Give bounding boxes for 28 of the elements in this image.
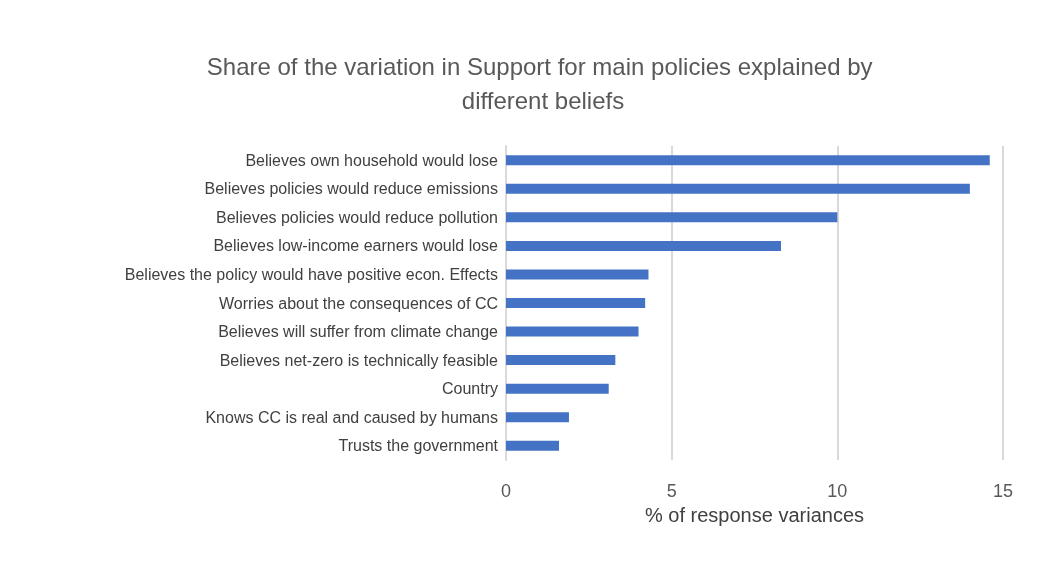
- bar: [506, 440, 560, 451]
- y-tick-label: Believes policies would reduce emissions: [204, 180, 498, 198]
- y-tick-label: Trusts the government: [338, 437, 499, 455]
- y-tick-label: Believes policies would reduce pollution: [216, 208, 498, 226]
- bar: [506, 383, 609, 394]
- x-tick-label: 5: [666, 481, 677, 501]
- bar: [506, 326, 639, 337]
- y-tick-label: Worries about the consequences of CC: [219, 294, 498, 312]
- bar: [506, 240, 782, 251]
- bar: [506, 298, 646, 308]
- bar: [506, 155, 990, 166]
- y-tick-label: Believes will suffer from climate change: [218, 323, 499, 341]
- bar: [506, 412, 569, 423]
- x-axis-title: % of response variances: [644, 503, 865, 526]
- y-tick-label: Country: [441, 380, 498, 398]
- x-tick-label: 15: [992, 481, 1014, 501]
- y-tick-label: Believes the policy would have positive econ. Effects: [124, 265, 498, 283]
- y-tick-label: Knows CC is real and caused by humans: [205, 408, 498, 426]
- chart-title: Share of the variation in Support for main policies explained by different beliefs: [206, 52, 880, 114]
- bar: [506, 212, 838, 223]
- y-tick-label: Believes net-zero is technically feasible: [219, 351, 499, 369]
- bar: [506, 183, 970, 194]
- x-tick-label: 0: [500, 481, 512, 501]
- x-tick-label: 10: [827, 481, 848, 501]
- bar: [506, 355, 616, 366]
- y-tick-label: Believes own household would lose: [245, 151, 499, 169]
- y-tick-label: Believes low-income earners would lose: [213, 237, 499, 255]
- bar: [506, 269, 649, 280]
